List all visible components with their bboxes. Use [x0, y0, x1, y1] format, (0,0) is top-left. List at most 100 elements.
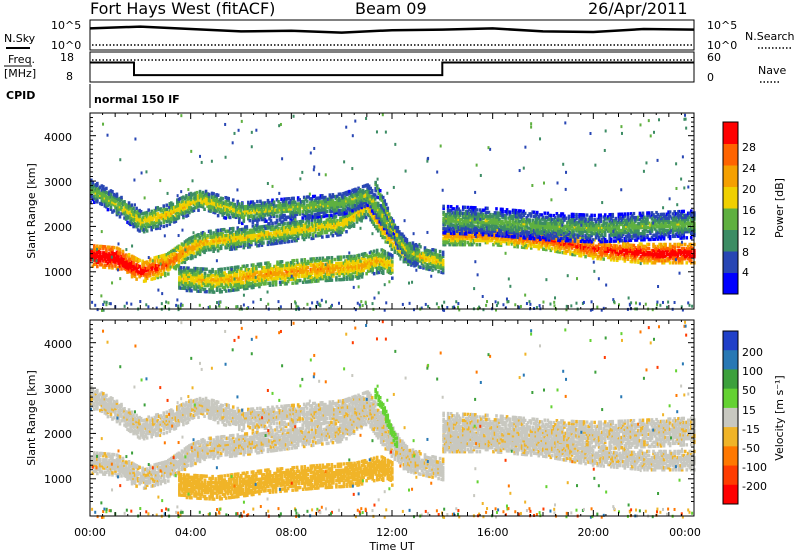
power-cell — [348, 189, 351, 194]
power-cell — [286, 273, 290, 278]
power-cell — [333, 215, 336, 219]
power-cell — [99, 261, 102, 265]
power-cell — [209, 245, 212, 250]
power-cell — [289, 223, 292, 227]
power-cell — [259, 272, 263, 276]
power-cell — [327, 205, 330, 210]
power-cell — [348, 208, 351, 212]
power-cell — [260, 241, 264, 245]
power-cell — [185, 200, 188, 204]
power-cell — [236, 240, 240, 244]
power-cell — [183, 196, 187, 201]
power-cell — [363, 196, 366, 201]
power-cell — [145, 260, 149, 264]
power-cell — [626, 251, 630, 255]
power-cell — [605, 247, 609, 251]
power-cell — [417, 265, 421, 269]
power-cell — [237, 212, 241, 216]
power-cell — [423, 256, 427, 260]
power-cell — [432, 264, 436, 269]
power-cell — [230, 227, 234, 231]
power-cell — [520, 239, 524, 243]
power-cell — [190, 280, 193, 285]
power-cell — [283, 263, 287, 268]
power-cell — [686, 244, 690, 249]
power-cell — [151, 225, 155, 229]
power-cell — [354, 193, 357, 198]
power-cell — [330, 199, 333, 203]
power-cell — [643, 244, 646, 249]
power-cell — [100, 198, 104, 202]
power-cell — [100, 202, 104, 207]
power-cell — [572, 244, 575, 249]
power-cell — [195, 241, 199, 246]
power-cell — [310, 201, 314, 205]
power-cell — [257, 203, 261, 208]
power-cell — [653, 257, 657, 261]
power-cell — [296, 228, 300, 232]
power-cell — [194, 238, 197, 242]
power-cell — [241, 231, 244, 236]
power-cell — [357, 215, 360, 219]
power-cell — [318, 223, 321, 227]
power-cell — [135, 210, 138, 215]
power-cell — [587, 245, 590, 249]
power-cell — [614, 254, 618, 258]
power-cell — [230, 266, 234, 270]
power-cell — [498, 241, 501, 245]
power-cell — [205, 267, 208, 271]
power-cell — [147, 208, 150, 212]
power-cell — [319, 210, 323, 214]
power-cell — [280, 274, 284, 278]
power-cell — [339, 192, 342, 196]
power-cell — [117, 255, 120, 259]
power-cell — [653, 250, 657, 255]
power-cell — [126, 268, 129, 272]
power-cell — [655, 248, 658, 253]
power-cell — [411, 251, 415, 255]
power-cell — [280, 211, 283, 216]
power-cell — [179, 270, 183, 274]
power-cell — [209, 205, 212, 209]
power-cell — [167, 251, 170, 256]
power-cell — [388, 229, 392, 233]
power-cell — [194, 191, 197, 196]
power-cell — [236, 230, 240, 234]
power-cell — [93, 200, 96, 205]
power-cell — [612, 250, 616, 254]
power-cell — [579, 248, 583, 252]
power-cell — [263, 230, 267, 235]
power-cell — [364, 198, 368, 202]
power-cell — [180, 254, 184, 259]
power-cell — [231, 204, 235, 208]
power-cell — [173, 253, 176, 258]
power-cell — [209, 275, 213, 280]
power-cell — [148, 259, 152, 263]
power-cell — [492, 242, 495, 247]
power-cell — [120, 257, 123, 261]
power-cell — [381, 235, 385, 240]
power-cell — [689, 244, 693, 249]
power-cell — [366, 206, 369, 210]
power-cell — [165, 223, 169, 228]
power-cell — [242, 205, 246, 209]
power-cell — [549, 238, 553, 242]
power-cell — [165, 203, 169, 207]
power-cell — [337, 229, 341, 233]
power-cell — [114, 260, 117, 264]
power-cell — [151, 223, 155, 227]
power-cell — [130, 209, 134, 213]
power-cell — [167, 260, 170, 264]
power-cell — [551, 246, 554, 251]
power-cell — [310, 236, 314, 241]
power-cell — [115, 254, 119, 259]
power-cell — [225, 235, 229, 240]
power-cell — [290, 233, 294, 237]
power-cell — [239, 279, 243, 283]
power-cell — [153, 266, 157, 270]
power-cell — [443, 234, 447, 239]
power-cell — [655, 250, 658, 255]
power-cell — [268, 226, 271, 230]
power-cell — [292, 217, 295, 221]
power-cell — [656, 244, 660, 249]
